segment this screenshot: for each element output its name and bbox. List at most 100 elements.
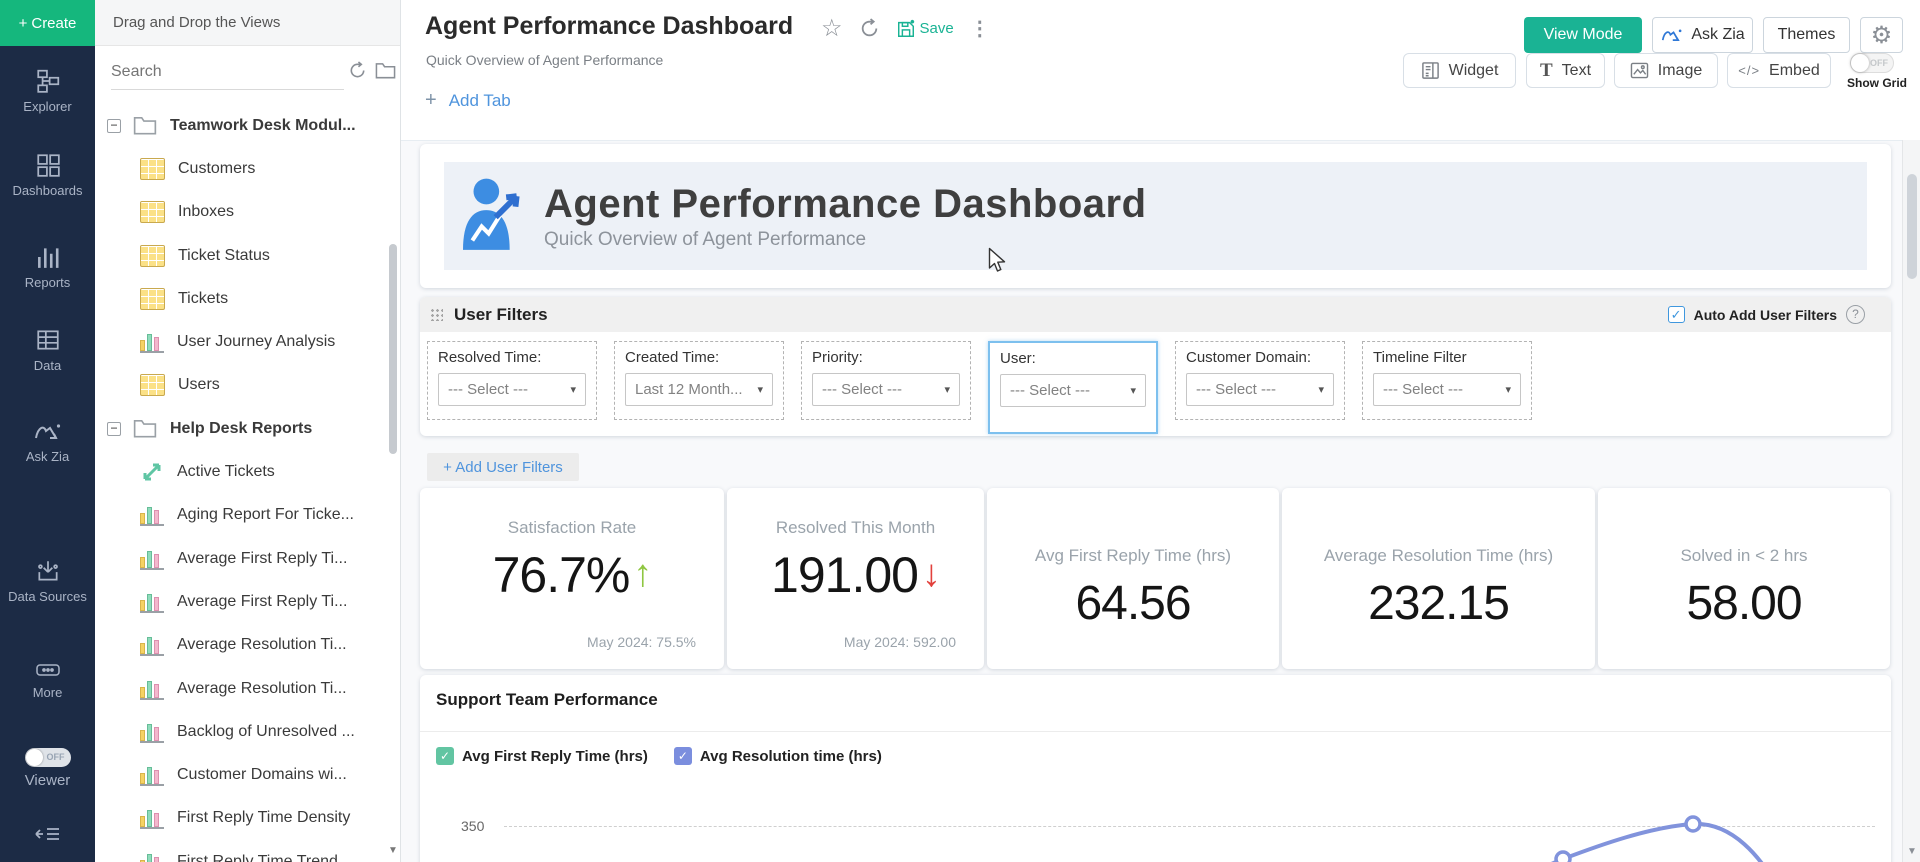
tree-item-tickets[interactable]: Tickets [95, 277, 387, 320]
insert-embed-button[interactable]: </> Embed [1727, 53, 1831, 88]
legend-checkbox-green[interactable]: ✓ [436, 747, 454, 765]
banner-widget[interactable]: Agent Performance Dashboard Quick Overvi… [420, 144, 1891, 288]
filter-resolved-time[interactable]: Resolved Time: --- Select --- ▾ [427, 341, 597, 420]
folder-view-button[interactable] [371, 58, 400, 89]
tree-folder-teamwork-desk[interactable]: − Teamwork Desk Modul... [95, 104, 387, 147]
kpi-card-avg-resolution-time[interactable]: Average Resolution Time (hrs) 232.15 [1282, 488, 1595, 669]
add-user-filters-button[interactable]: + Add User Filters [427, 453, 579, 481]
auto-add-checkbox[interactable]: ✓ [1667, 306, 1685, 323]
kpi-card-satisfaction-rate[interactable]: Satisfaction Rate 76.7% ↑ May 2024: 75.5% [420, 488, 724, 669]
filter-priority[interactable]: Priority: --- Select --- ▾ [801, 341, 971, 420]
insert-widget-button[interactable]: Widget [1403, 53, 1516, 88]
tree-item-customers[interactable]: Customers [95, 147, 387, 190]
banner-subtitle: Quick Overview of Agent Performance [544, 228, 867, 250]
sidebar-item-explorer[interactable]: Explorer [0, 68, 95, 114]
embed-label: Embed [1769, 61, 1820, 79]
collapse-node-icon[interactable]: − [107, 118, 121, 133]
search-input[interactable] [111, 56, 344, 90]
filter-created-time[interactable]: Created Time: Last 12 Month... ▾ [614, 341, 784, 420]
filter-select[interactable]: --- Select --- ▾ [1186, 373, 1334, 406]
tree-item-ticket-status[interactable]: Ticket Status [95, 234, 387, 277]
kpi-title: Average Resolution Time (hrs) [1323, 546, 1554, 565]
insert-text-button[interactable]: T Text [1526, 53, 1605, 88]
filter-timeline[interactable]: Timeline Filter --- Select --- ▾ [1362, 341, 1532, 420]
save-button[interactable]: Save [896, 19, 954, 39]
filter-select[interactable]: Last 12 Month... ▾ [625, 373, 773, 406]
sidebar-item-label: Data [33, 358, 62, 373]
tree-item-first-reply-density[interactable]: First Reply Time Density [95, 797, 387, 840]
collapse-sidebar-button[interactable] [0, 822, 95, 851]
sidebar-item-more[interactable]: More [0, 660, 95, 700]
favorite-star-icon[interactable]: ☆ [821, 14, 843, 42]
chevron-down-icon: ▾ [1505, 384, 1511, 396]
filter-user-selected[interactable]: User: --- Select --- ▾ [988, 341, 1158, 434]
refresh-views-button[interactable] [344, 57, 371, 89]
themes-button[interactable]: Themes [1763, 17, 1850, 53]
sidebar-item-label: More [32, 685, 63, 700]
main-area: Agent Performance Dashboard Quick Overvi… [401, 0, 1920, 862]
tree-scrollbar[interactable]: ▼ [387, 104, 400, 862]
kpi-card-solved-under-2hrs[interactable]: Solved in < 2 hrs 58.00 [1598, 488, 1890, 669]
scrollbar-thumb[interactable] [1907, 174, 1917, 279]
tree-item-active-tickets[interactable]: Active Tickets [95, 450, 387, 493]
table-icon [140, 374, 165, 397]
image-icon [1630, 62, 1649, 79]
filter-label: Resolved Time: [438, 349, 542, 366]
tree-item-customer-domains[interactable]: Customer Domains wi... [95, 753, 387, 796]
chevron-down-icon: ▾ [570, 384, 576, 396]
filter-select[interactable]: --- Select --- ▾ [1000, 374, 1146, 407]
main-scrollbar[interactable]: ▼ [1902, 140, 1920, 862]
drag-handle-icon[interactable] [430, 308, 443, 321]
tree-item-avg-resolution-1[interactable]: Average Resolution Ti... [95, 624, 387, 667]
viewer-label: Viewer [24, 772, 71, 789]
support-team-performance-widget[interactable]: Support Team Performance ✓ Avg First Rep… [420, 675, 1891, 862]
settings-button[interactable]: ⚙ [1860, 17, 1903, 53]
tree-item-first-reply-trend[interactable]: First Reply Time Trend [95, 840, 387, 862]
ask-zia-button[interactable]: Ask Zia [1652, 17, 1753, 53]
scroll-down-arrow[interactable]: ▼ [1907, 846, 1917, 857]
tree-item-aging-report[interactable]: Aging Report For Ticke... [95, 494, 387, 537]
sidebar-item-data-sources[interactable]: Data Sources [0, 558, 95, 604]
tree-item-avg-first-reply-1[interactable]: Average First Reply Ti... [95, 537, 387, 580]
more-options-kebab-icon[interactable]: ⋮ [969, 18, 990, 40]
refresh-dashboard-button[interactable] [859, 18, 880, 39]
add-tab-button[interactable]: + Add Tab [425, 89, 511, 112]
filter-customer-domain[interactable]: Customer Domain: --- Select --- ▾ [1175, 341, 1345, 420]
tree-item-avg-first-reply-2[interactable]: Average First Reply Ti... [95, 580, 387, 623]
chart-title: Support Team Performance [436, 690, 658, 709]
tree-item-avg-resolution-2[interactable]: Average Resolution Ti... [95, 667, 387, 710]
tree-item-backlog-unresolved[interactable]: Backlog of Unresolved ... [95, 710, 387, 753]
filter-select[interactable]: --- Select --- ▾ [1373, 373, 1521, 406]
toggle-knob [1851, 54, 1869, 72]
filter-select[interactable]: --- Select --- ▾ [438, 373, 586, 406]
sidebar-item-reports[interactable]: Reports [0, 244, 95, 290]
user-filters-header[interactable]: User Filters [420, 297, 1891, 332]
kpi-card-avg-first-reply-time[interactable]: Avg First Reply Time (hrs) 64.56 [987, 488, 1279, 669]
sidebar-item-ask-zia[interactable]: Ask Zia [0, 420, 95, 464]
scrollbar-thumb[interactable] [389, 244, 397, 454]
view-mode-button[interactable]: View Mode [1524, 17, 1642, 53]
viewer-toggle[interactable]: OFF [24, 748, 71, 767]
help-question-icon[interactable]: ? [1846, 305, 1865, 324]
scroll-down-arrow[interactable]: ▼ [388, 845, 398, 856]
legend-item-first-reply[interactable]: ✓ Avg First Reply Time (hrs) [436, 747, 648, 765]
insert-image-button[interactable]: Image [1614, 53, 1718, 88]
kpi-card-resolved-this-month[interactable]: Resolved This Month 191.00 ↓ May 2024: 59… [727, 488, 984, 669]
tree-item-user-journey-analysis[interactable]: User Journey Analysis [95, 320, 387, 363]
y-axis-tick-350: 350 [461, 818, 485, 834]
sidebar-item-dashboards[interactable]: Dashboards [0, 152, 95, 198]
legend-item-resolution[interactable]: ✓ Avg Resolution time (hrs) [673, 747, 882, 765]
create-button[interactable]: + Create [0, 0, 95, 46]
filter-value: --- Select --- [822, 381, 902, 398]
tree-item-inboxes[interactable]: Inboxes [95, 191, 387, 234]
tree-item-users[interactable]: Users [95, 364, 387, 407]
sidebar-item-data[interactable]: Data [0, 327, 95, 373]
filter-select[interactable]: --- Select --- ▾ [812, 373, 960, 406]
collapse-node-icon[interactable]: − [107, 421, 121, 436]
legend-checkbox-purple[interactable]: ✓ [673, 747, 692, 765]
tree-item-label: Tickets [178, 289, 229, 307]
table-icon [140, 244, 165, 267]
kpi-value: 64.56 [1075, 577, 1191, 630]
tree-folder-help-desk-reports[interactable]: − Help Desk Reports [95, 407, 387, 450]
show-grid-toggle[interactable]: OFF [1850, 53, 1894, 73]
